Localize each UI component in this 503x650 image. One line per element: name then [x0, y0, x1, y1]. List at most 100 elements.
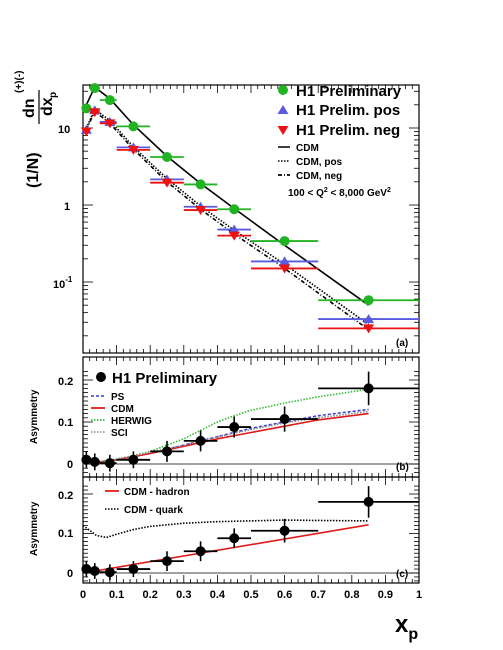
panel-b-ytick-0.1: 0.1 — [58, 417, 73, 429]
legend-marker-b-h1-preliminary — [96, 372, 106, 382]
h1-preliminary-point-7 — [279, 414, 290, 425]
panel-c: 0.2 0.1 0 Asymmetry CDM - hadron CDM - q… — [29, 476, 422, 643]
legend-label-sci: SCI — [111, 428, 128, 439]
h1-preliminary-point-4 — [162, 152, 172, 163]
q2-range-sup: 2 — [324, 187, 328, 194]
h1-prelim-neg-point-3 — [127, 145, 139, 155]
panel-a-ylabel-numerator: dn — [21, 98, 38, 118]
x-axis-label-base: x — [395, 611, 409, 638]
panel-b-label: (b) — [396, 462, 409, 473]
panel-a-ylabel-superscript: (+)(-) — [14, 71, 25, 94]
panel-c-ytick-0: 0 — [67, 568, 73, 580]
panel-c-ytick-0.2: 0.2 — [58, 490, 73, 502]
h1-preliminary-point-3 — [128, 454, 139, 465]
panel-b-ytick-0: 0 — [67, 459, 73, 471]
h1-preliminary-point-3 — [128, 121, 139, 132]
panel-b-ytick-0.2: 0.2 — [58, 376, 73, 388]
x-tick-label-0.7: 0.7 — [311, 589, 326, 601]
panel-a-legend: H1 Preliminary H1 Prelim. pos H1 Prelim.… — [277, 83, 402, 199]
h1-preliminary-point-1 — [89, 83, 100, 94]
h1-prelim-pos-point-8 — [363, 314, 375, 324]
h1-preliminary-point-2 — [104, 567, 115, 578]
x-tick-label-0.2: 0.2 — [143, 589, 158, 601]
legend-label-cdm-neg: CDM, neg — [296, 171, 342, 182]
x-tick-label-0.6: 0.6 — [277, 589, 292, 601]
h1-preliminary-point-8 — [363, 295, 374, 306]
panel-b-ylabel: Asymmetry — [29, 389, 40, 444]
h1-preliminary-point-2 — [104, 458, 115, 469]
h1-preliminary-point-7 — [279, 525, 290, 536]
legend-label-h1-prelim-pos: H1 Prelim. pos — [296, 102, 400, 119]
h1-preliminary-point-3 — [128, 564, 139, 575]
h1-prelim-neg-point-1 — [89, 108, 101, 118]
h1-prelim-neg-point-4 — [161, 178, 173, 188]
h1-preliminary-point-7 — [279, 236, 290, 247]
h1-prelim-neg-point-8 — [363, 324, 375, 334]
panel-a-axis-ticks — [82, 85, 420, 353]
panel-a-ytick-10: 10 — [58, 124, 70, 136]
h1-preliminary-point-0 — [81, 564, 92, 575]
x-tick-label-0.9: 0.9 — [378, 589, 393, 601]
panel-a: 10 1 10-1 (1/N) dn (+)(-) dx p H1 Prelim… — [14, 71, 420, 354]
legend-marker-h1-preliminary — [278, 85, 288, 95]
panel-a-ytick-1: 1 — [64, 201, 70, 213]
x-axis-label-sub: p — [408, 626, 418, 643]
h1-preliminary-point-5 — [195, 179, 206, 190]
panel-c-axis-ticks — [82, 477, 420, 583]
legend-label-cdm-hadron: CDM - hadron — [124, 487, 190, 498]
h1-preliminary-point-0 — [81, 103, 92, 114]
h1-preliminary-point-8 — [363, 383, 374, 394]
h1-prelim-neg-point-0 — [80, 127, 92, 137]
h1-preliminary-point-5 — [195, 546, 206, 557]
panel-a-ytick-0.1-exp: -1 — [65, 275, 73, 284]
legend-label-ps: PS — [111, 392, 125, 403]
h1-preliminary-point-4 — [162, 556, 172, 567]
legend-label-h1-prelim-neg: H1 Prelim. neg — [296, 122, 400, 139]
panel-a-label: (a) — [396, 338, 408, 349]
x-tick-label-0.5: 0.5 — [243, 589, 258, 601]
panel-c-label: (c) — [396, 569, 408, 580]
legend-label-cdm-quark: CDM - quark — [124, 505, 183, 516]
h1-prelim-neg-point-2 — [104, 119, 116, 129]
h1-preliminary-point-8 — [363, 496, 374, 507]
curve-cdm-hadron — [82, 524, 369, 574]
legend-marker-h1-prelim-pos — [277, 105, 289, 114]
h1-prelim-pos-point-7 — [279, 256, 291, 266]
panel-a-ytick-0.1: 10-1 — [53, 275, 73, 291]
x-tick-label-1: 1 — [416, 589, 422, 601]
legend-marker-h1-prelim-neg — [277, 126, 289, 135]
q2-range-text: 100 < Q2 < 8,000 GeV2 — [288, 187, 391, 199]
legend-label-herwig: HERWIG — [111, 416, 152, 427]
panel-a-ylabel-subscript: p — [48, 92, 59, 98]
h1-preliminary-point-6 — [229, 204, 240, 215]
h1-preliminary-point-6 — [229, 533, 240, 544]
h1-prelim-neg-point-5 — [195, 206, 207, 216]
x-tick-label-0.1: 0.1 — [109, 589, 124, 601]
h1-prelim-pos-point-6 — [228, 224, 240, 234]
x-tick-label-0.3: 0.3 — [176, 589, 191, 601]
curve-cdm-neg — [85, 109, 370, 331]
panel-a-ylabel: (1/N) dn (+)(-) dx p — [14, 71, 59, 189]
panel-b-data-points — [81, 371, 419, 472]
panel-a-ylabel-prefix: (1/N) — [25, 152, 42, 188]
panel-c-data-points — [81, 486, 419, 581]
q2-range-suffix: < 8,000 GeV — [328, 188, 388, 199]
x-axis-tick-labels: 0 0.1 0.2 0.3 0.4 0.5 0.6 0.7 0.8 0.9 1 — [80, 589, 422, 601]
panel-a-ytick-0.1-base: 10 — [53, 279, 65, 291]
curve-cdm-quark — [82, 519, 369, 539]
x-tick-label-0: 0 — [80, 589, 86, 601]
h1-preliminary-point-1 — [89, 566, 100, 577]
panel-c-legend: CDM - hadron CDM - quark — [105, 487, 190, 516]
panel-c-ytick-0.1: 0.1 — [58, 528, 73, 540]
h1-preliminary-point-5 — [195, 435, 206, 446]
x-tick-label-0.4: 0.4 — [210, 589, 226, 601]
h1-preliminary-point-4 — [162, 446, 172, 457]
legend-label-b-h1-preliminary: H1 Preliminary — [112, 370, 218, 387]
legend-label-cdm-pos: CDM, pos — [296, 157, 343, 168]
x-tick-label-0.8: 0.8 — [344, 589, 359, 601]
panel-c-model-curves — [82, 519, 369, 574]
panel-b: 0.2 0.1 0 Asymmetry H1 Preliminary PS CD… — [29, 356, 420, 478]
panel-c-ylabel: Asymmetry — [29, 501, 40, 556]
h1-preliminary-point-0 — [81, 454, 92, 465]
